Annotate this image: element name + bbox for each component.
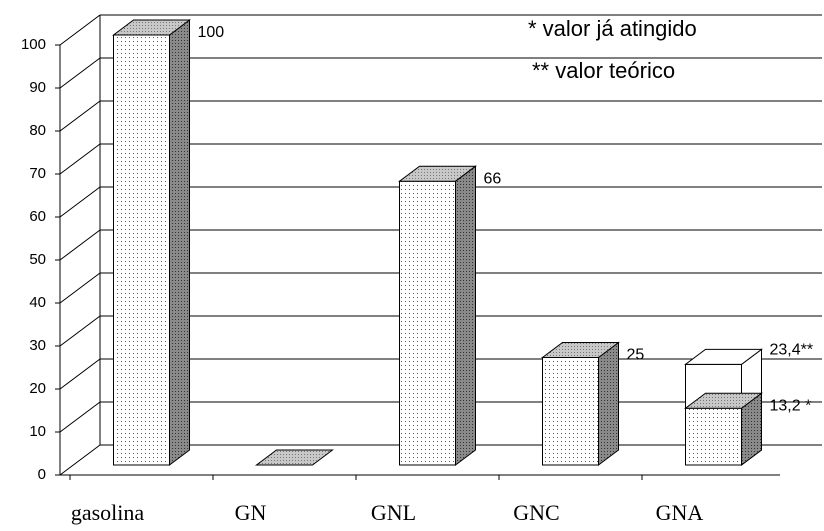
y-tick-label: 80 [29,122,46,139]
y-tick-label: 0 [38,466,46,483]
grid-diagonal [59,358,101,390]
bar [113,34,170,466]
bar-top [112,19,191,36]
legend-item: * valor já atingido [528,16,697,41]
grid-diagonal [59,57,101,89]
bar-side [455,165,476,466]
x-tick-label: GNC [513,500,559,525]
grid-diagonal [59,272,101,304]
bar-top [684,348,763,365]
value-label: 66 [484,170,502,187]
y-tick-label: 90 [29,79,46,96]
x-tick-label: GN [235,500,267,525]
value-label: 25 [627,347,645,364]
bar-side [169,19,190,466]
y-tick-label: 100 [21,36,46,53]
y-tick-label: 40 [29,294,46,311]
bar-top [684,392,763,409]
x-tick-label: GNL [371,500,416,525]
y-tick-label: 30 [29,337,46,354]
x-tick-label: gasolina [71,500,145,525]
y-tick-label: 60 [29,208,46,225]
legend-item: ** valor teórico [532,58,675,83]
bar-top [541,342,620,358]
value-label: 100 [198,24,225,41]
grid-diagonal [59,143,101,175]
y-tick-label: 70 [29,165,46,182]
value-label: 13,2 * [770,397,812,414]
grid-diagonal [59,315,101,347]
bar [685,407,742,466]
grid-diagonal [59,401,101,433]
value-label: 23,4** [770,342,814,359]
grid-diagonal [59,186,101,218]
grid-diagonal [59,100,101,132]
grid-diagonal [59,229,101,261]
bar-top [255,449,334,466]
y-tick-label: 20 [29,380,46,397]
bar [542,357,599,466]
y-tick-label: 50 [29,251,46,268]
bar-side [598,341,619,466]
y-tick-label: 10 [29,423,46,440]
x-tick-label: GNA [656,500,704,525]
bar [399,180,456,466]
grid-diagonal [59,444,101,476]
grid-diagonal [59,14,101,46]
bar-top [398,165,477,182]
